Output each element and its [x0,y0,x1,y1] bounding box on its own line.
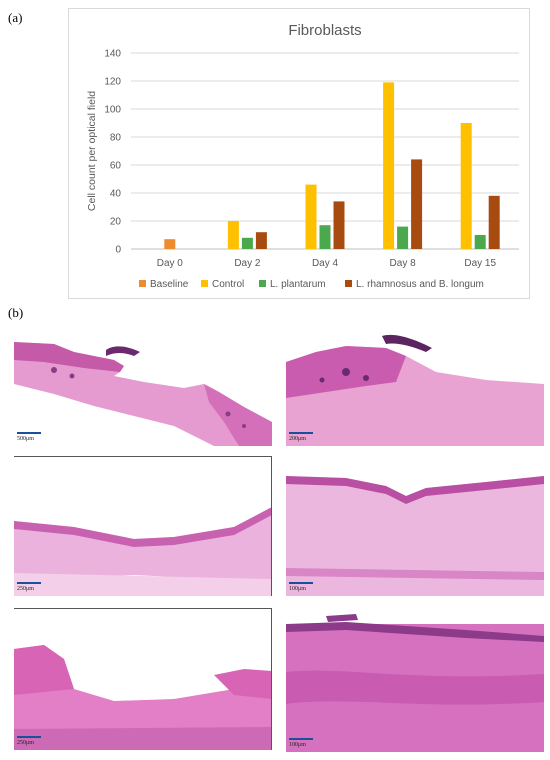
y-tick-label: 80 [110,133,122,144]
legend-entry: L. rhamnosus and B. longum [356,279,484,290]
bar-l-rhamnosus-and-b-longum-day-2 [255,232,267,249]
scale-bar [17,432,41,434]
micrograph-day-8-high-mag: 100μm [286,456,544,596]
micrograph-day-15-high-mag: 100μm [286,612,544,752]
scale-label: 250μm [17,586,34,592]
bar-l-plantarum-day-15 [474,235,486,249]
y-tick-label: 20 [110,217,122,228]
scale-bar [289,432,313,434]
scale-label: 100μm [289,586,306,592]
scale-label: 500μm [17,436,34,442]
bar-control-day-15 [460,123,472,249]
scale-bar [17,582,41,584]
bar-control-day-8 [383,82,395,250]
bar-l-rhamnosus-and-b-longum-day-4 [333,201,345,249]
scale-label: 200μm [289,436,306,442]
legend-entry: Control [212,279,244,290]
scale-label: 100μm [289,742,306,748]
bar-baseline-day-0 [164,239,176,249]
y-tick-label: 140 [104,49,121,60]
bar-l-rhamnosus-and-b-longum-day-8 [411,159,423,249]
fibroblasts-chart: Fibroblasts Cell count per optical field 0… [68,8,530,299]
y-axis-label: Cell count per optical field [86,91,98,211]
bar-control-day-4 [305,184,317,249]
x-tick-label: Day 8 [390,258,417,269]
x-tick-label: Day 2 [234,258,261,269]
scale-bar [289,582,313,584]
bar-l-plantarum-day-2 [241,237,253,249]
y-tick-label: 0 [115,245,121,256]
y-tick-label: 120 [104,77,121,88]
chart-canvas: Fibroblasts Cell count per optical field 0… [86,22,519,290]
bar-l-plantarum-day-8 [397,226,409,249]
y-tick-label: 40 [110,189,122,200]
y-tick-label: 60 [110,161,122,172]
micrograph-day-2-low-mag: 500μm [14,322,272,446]
y-tick-label: 100 [104,105,121,116]
legend-swatch [139,280,146,287]
legend-entry: L. plantarum [270,279,326,290]
micrograph-day-15-low-mag: 250μm [14,608,272,750]
legend-swatch [345,280,352,287]
chart-title: Fibroblasts [288,22,361,39]
legend-swatch [201,280,208,287]
x-tick-label: Day 0 [157,258,184,269]
bar-l-plantarum-day-4 [319,225,331,249]
micrograph-day-2-high-mag: 200μm [286,322,544,446]
x-tick-label: Day 15 [464,258,496,269]
legend-entry: Baseline [150,279,189,290]
bar-l-rhamnosus-and-b-longum-day-15 [488,195,500,249]
scale-label: 250μm [17,740,34,746]
scale-bar [289,738,313,740]
bar-control-day-2 [227,221,239,249]
x-tick-label: Day 4 [312,258,339,269]
scale-bar [17,736,41,738]
panel-b-label: (b) [8,305,24,320]
legend-swatch [259,280,266,287]
micrograph-day-8-low-mag: 250μm [14,456,272,596]
panel-a-label: (a) [8,10,23,25]
